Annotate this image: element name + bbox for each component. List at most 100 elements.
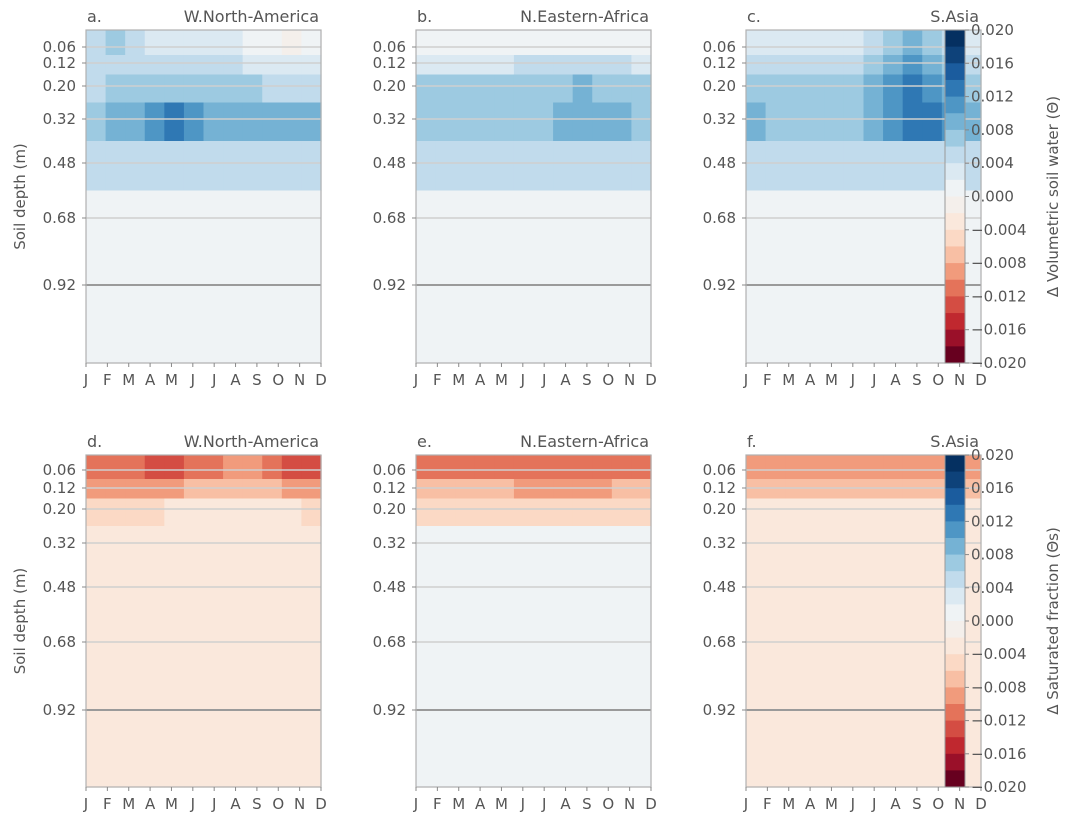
colorbar-2: 0.020 0.016 0.012 0.008 0.004 0.000 −0.004 −0.0… (944, 446, 1062, 796)
heat-cell (223, 498, 244, 527)
heat-cell (572, 526, 593, 566)
x-tick-label: J (211, 795, 216, 813)
colorbar-swatch (945, 46, 965, 64)
heat-cell (86, 74, 107, 104)
heat-cell (765, 565, 786, 616)
panel-tag: c. (747, 7, 761, 26)
heat-cell (765, 479, 786, 500)
heat-cell (164, 141, 185, 192)
heat-cell (592, 498, 613, 527)
heat-cell (922, 455, 943, 480)
colorbar-tick-label: −0.012 (971, 712, 1027, 730)
heat-cell (863, 614, 884, 677)
heat-cell (785, 251, 806, 364)
heat-cell (553, 455, 574, 480)
heat-cell (804, 526, 825, 566)
heat-cell (86, 498, 107, 527)
heat-cell (902, 141, 923, 192)
heat-cell (105, 251, 126, 364)
heat-cell (416, 498, 437, 527)
y-tick-label: 0.48 (43, 578, 76, 596)
panel-a: 0.060.120.200.320.480.680.92J F M A M J J A S O N D… (43, 7, 327, 389)
heat-cell (631, 676, 652, 788)
heat-cell (553, 190, 574, 253)
heat-cell (611, 102, 633, 142)
colorbar-swatch (945, 30, 965, 48)
heat-cell (164, 479, 185, 500)
heat-cell (961, 676, 982, 788)
panel-c: 0.060.120.200.320.480.680.92J F M A M J J A S O N D… (703, 7, 987, 389)
heat-cell (631, 251, 652, 364)
colorbar-swatch (945, 329, 965, 347)
heat-cell (592, 74, 613, 104)
colorbar-swatch (945, 720, 965, 738)
heat-cell (86, 565, 107, 616)
heat-cell (631, 479, 652, 500)
colorbar-swatch (945, 504, 965, 522)
heat-cell (183, 251, 205, 364)
heat-cell (494, 498, 515, 527)
colorbar-swatch (945, 488, 965, 506)
heat-cell (746, 55, 767, 76)
heat-cell (125, 190, 146, 253)
heat-cell (902, 102, 923, 142)
heat-cell (533, 251, 554, 364)
heat-cell (281, 55, 303, 76)
heat-cell (631, 526, 652, 566)
heat-cell (863, 55, 884, 76)
heat-cell (105, 676, 126, 788)
colorbar-tick-label: 0.016 (971, 54, 1014, 72)
heat-cell (203, 455, 224, 480)
heat-cell (961, 30, 982, 56)
heat-cell (533, 141, 554, 192)
heat-cell (883, 614, 904, 677)
heat-cell (455, 455, 476, 480)
x-tick-label: N (954, 371, 965, 389)
y-tick-label: 0.68 (703, 209, 736, 227)
heat-cell (631, 30, 652, 56)
heat-cell (223, 614, 244, 677)
x-tick-label: A (890, 795, 901, 813)
y-tick-label: 0.92 (703, 701, 736, 719)
colorbar-swatch (945, 179, 965, 197)
heat-cell (572, 55, 593, 76)
heat-cell (883, 251, 904, 364)
heat-cell (631, 102, 652, 142)
heat-cell (746, 190, 767, 253)
heat-cell (301, 30, 322, 56)
colorbar-tick-label: −0.004 (971, 645, 1027, 663)
heat-cell (455, 614, 476, 677)
heat-cell (144, 614, 165, 677)
x-tick-label: O (932, 371, 944, 389)
heat-cell (86, 614, 107, 677)
heat-cell (824, 498, 845, 527)
axes-frame (745, 29, 982, 364)
heat-cell (843, 526, 865, 566)
axes-frame (415, 454, 652, 788)
colorbar-swatch (945, 229, 965, 247)
heat-cell (183, 565, 205, 616)
heat-cell (572, 30, 593, 56)
colorbar-swatch (945, 604, 965, 622)
heat-cell (183, 102, 205, 142)
heat-cell (105, 55, 126, 76)
heat-cell (824, 55, 845, 76)
heat-cell (631, 190, 652, 253)
heat-cell (494, 141, 515, 192)
y-tick-label: 0.48 (373, 578, 406, 596)
heat-cell (281, 455, 303, 480)
panel-tag: e. (417, 432, 432, 451)
heat-cell (631, 455, 652, 480)
heat-cell (301, 676, 322, 788)
y-tick-label: 0.12 (703, 479, 736, 497)
heat-cell (553, 102, 574, 142)
heat-cell (824, 676, 845, 788)
colorbar-swatch (945, 313, 965, 331)
y-tick-label: 0.48 (703, 578, 736, 596)
x-tick-label: D (645, 795, 657, 813)
x-tick-label: J (83, 795, 88, 813)
heat-cell (824, 565, 845, 616)
heat-cell (922, 565, 943, 616)
colorbar-swatch (945, 637, 965, 655)
